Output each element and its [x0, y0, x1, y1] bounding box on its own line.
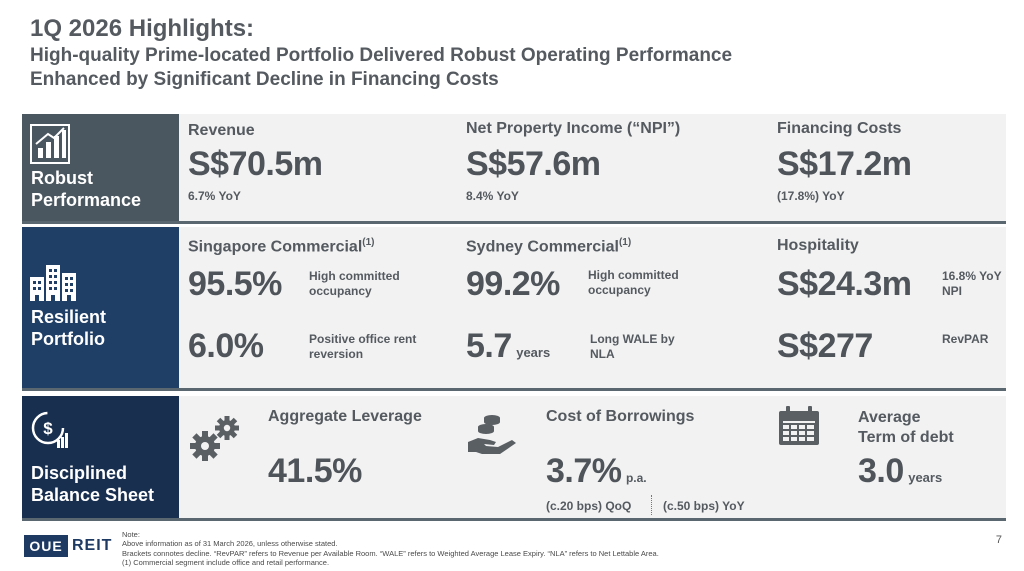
bar-chart-icon — [30, 124, 70, 169]
singapore-rent-reversion-value: 6.0% — [188, 327, 264, 365]
hand-coins-icon — [466, 412, 520, 461]
note-line-1: Above information as of 31 March 2026, u… — [122, 539, 338, 549]
resilient-portfolio-label: Resilient Portfolio — [31, 307, 107, 349]
note-line-2: Brackets connotes decline. “RevPAR” refe… — [122, 548, 659, 558]
financing-costs-value: S$17.2m — [777, 145, 912, 183]
hospitality-npi-note: 16.8% YoY NPI — [942, 269, 1002, 298]
note-title: Note: — [122, 530, 140, 539]
slide-subtitle-line-1: High-quality Prime-located Portfolio Del… — [30, 45, 733, 66]
qoq-yoy-divider — [651, 495, 652, 515]
financing-costs-cell: Financing Costs S$17.2m (17.8%) YoY — [777, 120, 912, 204]
note-line-3: (1) Commercial segment include office an… — [122, 558, 330, 568]
sydney-wale-value: 5.7 — [466, 327, 512, 365]
revenue-change: 6.7% YoY — [188, 189, 241, 203]
npi-change: 8.4% YoY — [466, 189, 519, 203]
singapore-rent-reversion-note: Positive office rent reversion — [309, 332, 417, 361]
calendar-icon — [778, 406, 820, 451]
sydney-occupancy-value: 99.2% — [466, 265, 560, 303]
disciplined-balance-sheet-label-panel: $ Disciplined Balance Sheet — [22, 396, 179, 518]
average-term-of-debt: 3.0 years — [858, 452, 942, 491]
slide-title-block: 1Q 2026 Highlights: High-quality Prime-l… — [30, 14, 732, 92]
slide-title: 1Q 2026 Highlights: — [30, 15, 255, 42]
singapore-commercial-header: Singapore Commercial(1) — [188, 237, 375, 256]
sydney-wale-note: Long WALE by NLA — [590, 332, 675, 361]
npi-value: S$57.6m — [466, 145, 601, 183]
singapore-footnote-ref: (1) — [362, 237, 375, 248]
financing-costs-change: (17.8%) YoY — [777, 189, 845, 203]
average-term-of-debt-value: 3.0 — [858, 452, 904, 490]
sydney-footnote-ref: (1) — [618, 237, 632, 248]
cost-of-borrowings-value: 3.7% — [546, 452, 622, 490]
dollar-chart-icon: $ — [30, 410, 70, 455]
average-term-of-debt-unit: years — [908, 470, 943, 485]
hospitality-header: Hospitality — [777, 237, 859, 254]
resilient-portfolio-label-panel: Resilient Portfolio — [22, 227, 179, 388]
cost-of-borrowings: 3.7% p.a. — [546, 452, 647, 491]
svg-text:$: $ — [43, 419, 53, 438]
cost-of-borrowings-header: Cost of Borrowings — [546, 408, 695, 425]
footer: OUE REIT Note: Above information as of 3… — [0, 524, 1024, 571]
revenue-value: S$70.5m — [188, 145, 323, 183]
robust-performance-label-panel: Robust Performance — [22, 114, 179, 221]
npi-cell: Net Property Income (“NPI”) S$57.6m 8.4%… — [466, 120, 680, 204]
sydney-commercial-header: Sydney Commercial(1) — [466, 237, 632, 256]
page-number: 7 — [995, 534, 1002, 546]
sydney-wale-unit: years — [516, 345, 551, 360]
cost-of-borrowings-yoy: (c.50 bps) YoY — [663, 499, 745, 513]
disciplined-balance-sheet-label: Disciplined Balance Sheet — [31, 463, 155, 505]
hospitality-revpar-value: S$277 — [777, 327, 873, 365]
singapore-occupancy-value: 95.5% — [188, 265, 282, 303]
financing-costs-header: Financing Costs — [777, 120, 902, 137]
gears-icon — [187, 414, 243, 467]
footnotes: Note: Above information as of 31 March 2… — [122, 530, 659, 568]
slide-subtitle-line-2: Enhanced by Significant Decline in Finan… — [30, 69, 499, 90]
revenue-cell: Revenue S$70.5m 6.7% YoY — [188, 122, 323, 204]
oue-reit-logo: OUE REIT — [24, 535, 112, 557]
sydney-occupancy-note: High committed occupancy — [588, 268, 679, 297]
hospitality-npi-value: S$24.3m — [777, 265, 912, 303]
average-term-of-debt-header: Average Term of debt — [858, 409, 954, 446]
aggregate-leverage-header: Aggregate Leverage — [268, 408, 422, 425]
cost-of-borrowings-qoq: (c.20 bps) QoQ — [546, 499, 632, 513]
resilient-portfolio-band: Resilient Portfolio Singapore Commercial… — [22, 227, 1006, 391]
singapore-occupancy-note: High committed occupancy — [309, 269, 400, 298]
robust-performance-band: Robust Performance Revenue S$70.5m 6.7% … — [22, 114, 1006, 224]
sydney-wale: 5.7 years — [466, 327, 550, 366]
revenue-header: Revenue — [188, 122, 255, 139]
disciplined-balance-sheet-band: $ Disciplined Balance Sheet — [22, 396, 1006, 521]
robust-performance-label: Robust Performance — [31, 168, 142, 210]
hospitality-revpar-note: RevPAR — [942, 332, 989, 346]
buildings-icon — [30, 265, 78, 306]
npi-header: Net Property Income (“NPI”) — [466, 120, 681, 137]
cost-of-borrowings-unit: p.a. — [625, 471, 647, 485]
aggregate-leverage-value: 41.5% — [268, 452, 362, 490]
